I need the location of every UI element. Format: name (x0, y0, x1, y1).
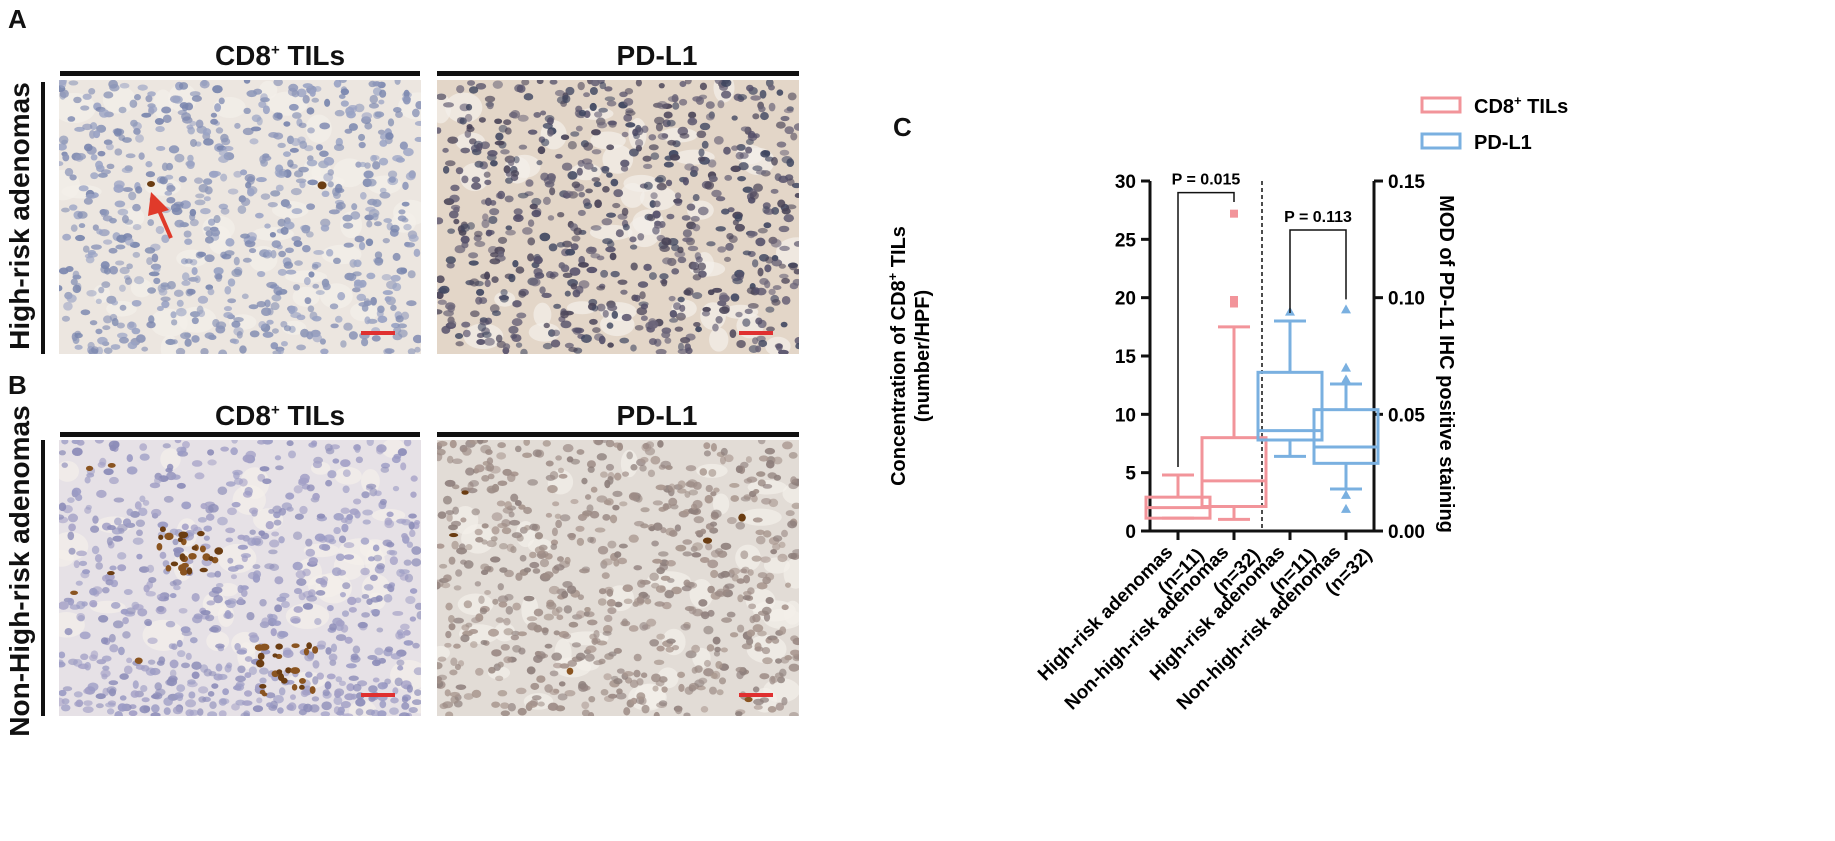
outlier-point (1341, 489, 1351, 499)
y-label-right: MOD of PD-L1 IHC positive staining (1435, 195, 1457, 533)
outlier-point (1230, 296, 1238, 304)
scale-bar (361, 693, 395, 697)
y-right-tick-label: 0.05 (1388, 405, 1425, 426)
rule-cd8-a (60, 71, 420, 76)
bracket-line (1177, 191, 1235, 467)
row-rule-high (41, 82, 45, 354)
rule-pdl1-b (437, 432, 799, 437)
p-value-label: P = 0.015 (1172, 172, 1241, 189)
y-right-tick-label: 0.15 (1388, 172, 1425, 193)
bracket-line (1289, 229, 1347, 313)
y-right-tick-label: 0.10 (1388, 289, 1425, 310)
y-left-tick-label: 30 (1115, 172, 1136, 193)
rule-pdl1-a (437, 71, 799, 76)
outlier-point (1341, 304, 1351, 314)
y-left-tick-label: 5 (1125, 464, 1136, 485)
box-cd8-nonhigh (1200, 209, 1268, 521)
scale-bar (739, 331, 773, 335)
micrograph-cd8-high (59, 80, 421, 354)
x-category-label: High-risk adenomas(n=11) (1034, 542, 1208, 685)
scale-bar (361, 331, 395, 335)
box (1256, 370, 1324, 442)
row-label-high: High-risk adenomas (4, 82, 35, 350)
outlier-point (1341, 503, 1351, 513)
col-title-cd8-a: CD8+ TILs (214, 40, 346, 71)
outlier-point (1341, 362, 1351, 372)
rule-cd8-b (60, 432, 420, 437)
micrograph-pdl1-nonhigh (437, 440, 799, 716)
y-label-left: Concentration of CD8+ TILs(number/HPF) (885, 226, 934, 486)
legend-label: PD-L1 (1474, 132, 1532, 154)
y-left-tick-label: 15 (1115, 347, 1137, 368)
box-cd8-high (1144, 473, 1212, 520)
panel-c-letter: C (893, 112, 912, 142)
box-pdl1-nonhigh (1312, 304, 1380, 513)
y-label-left-line2: (number/HPF) (912, 290, 934, 422)
legend-swatch (1420, 96, 1462, 114)
y-label-left-line1: Concentration of CD8+ TILs (885, 226, 910, 486)
y-left-tick-label: 0 (1125, 522, 1136, 543)
chart-content: 0 5 10 15 20 25 30 0.00 0.05 0.10 0.15 P = 0.015 P =… (885, 93, 1568, 714)
arrow-icon (148, 192, 169, 216)
y-left-tick-label: 25 (1115, 230, 1137, 251)
row-rule-nonhigh (41, 440, 45, 716)
legend-swatch (1420, 132, 1462, 150)
col-title-cd8-b: CD8+ TILs (214, 400, 346, 431)
panel-b-letter: B (8, 370, 27, 400)
legend-entry: CD8+ TILs (1420, 93, 1568, 118)
box-pdl1-high (1256, 306, 1324, 458)
arrow-line (156, 207, 173, 239)
col-title-pdl1-b: PD-L1 (616, 400, 698, 431)
micrograph-cd8-nonhigh (59, 440, 421, 716)
scale-bar (739, 693, 773, 697)
box (1200, 436, 1268, 508)
col-title-pdl1-a: PD-L1 (616, 40, 698, 71)
y-right-tick-label: 0.00 (1388, 522, 1425, 543)
box (1312, 408, 1380, 465)
row-label-nonhigh: Non-High-risk adenomas (4, 405, 35, 737)
p-value-label: P = 0.113 (1284, 209, 1352, 226)
y-left-tick-label: 10 (1115, 405, 1136, 426)
legend-entry: PD-L1 (1420, 132, 1532, 154)
outlier-point (1230, 209, 1238, 218)
p-value-bracket: P = 0.113 (1284, 209, 1352, 313)
p-value-bracket: P = 0.015 (1172, 172, 1241, 467)
outlier-point (1341, 374, 1351, 384)
y-left-tick-label: 20 (1115, 289, 1136, 310)
y-label-right-text: MOD of PD-L1 IHC positive staining (1435, 195, 1457, 533)
legend-label: CD8+ TILs (1474, 93, 1568, 118)
panel-a-letter: A (8, 4, 27, 34)
micrograph-pdl1-high (437, 80, 799, 354)
box-plot-chart: 0 5 10 15 20 25 30 0.00 0.05 0.10 0.15 P = 0.015 P =… (885, 93, 1568, 714)
